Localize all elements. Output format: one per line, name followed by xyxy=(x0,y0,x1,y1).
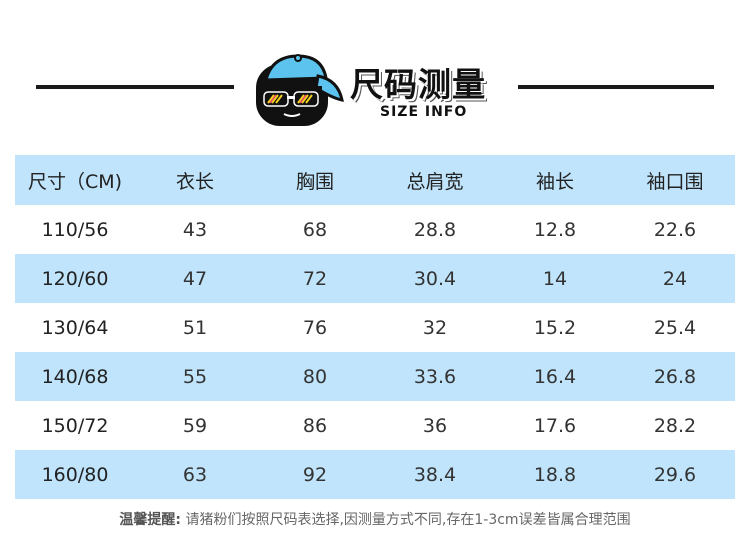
table-cell: 28.2 xyxy=(653,414,697,437)
table-cell: 36 xyxy=(422,414,448,437)
table-cell: 18.8 xyxy=(533,463,577,486)
table-cell: 24 xyxy=(662,267,688,290)
table-row: 150/72 59 86 36 17.6 28.2 xyxy=(15,401,735,450)
table-row: 130/64 51 76 32 15.2 25.4 xyxy=(15,303,735,352)
table-cell: 86 xyxy=(302,414,328,437)
page-subtitle: SIZE INFO xyxy=(380,104,468,120)
table-cell: 55 xyxy=(182,365,208,388)
table-cell: 26.8 xyxy=(653,365,697,388)
table-cell: 76 xyxy=(302,316,328,339)
right-divider-line xyxy=(518,85,714,89)
table-cell: 120/60 xyxy=(41,267,109,290)
table-cell: 51 xyxy=(182,316,208,339)
table-cell: 92 xyxy=(302,463,328,486)
table-cell: 130/64 xyxy=(41,316,109,339)
page-title: 尺码测量 xyxy=(350,65,486,104)
table-cell: 80 xyxy=(302,365,328,388)
table-cell: 47 xyxy=(182,267,208,290)
table-row: 110/56 43 68 28.8 12.8 22.6 xyxy=(15,205,735,254)
mascot-icon xyxy=(256,54,344,126)
size-info-header: 尺码测量 SIZE INFO xyxy=(0,0,750,150)
table-cell: 22.6 xyxy=(653,218,697,241)
table-cell: 16.4 xyxy=(533,365,577,388)
column-header-shoulder: 总肩宽 xyxy=(406,170,464,193)
table-row: 120/60 47 72 30.4 14 24 xyxy=(15,254,735,303)
table-cell: 160/80 xyxy=(41,463,109,486)
left-divider-line xyxy=(36,85,234,89)
table-cell: 72 xyxy=(302,267,328,290)
table-cell: 29.6 xyxy=(653,463,697,486)
table-cell: 33.6 xyxy=(413,365,457,388)
table-cell: 38.4 xyxy=(413,463,457,486)
table-cell: 63 xyxy=(182,463,208,486)
footnote: 温馨提醒: 请猪粉们按照尺码表选择,因测量方式不同,存在1-3cm误差皆属合理范… xyxy=(0,509,750,529)
column-header-chest: 胸围 xyxy=(295,170,334,193)
table-cell: 68 xyxy=(302,218,328,241)
table-cell: 30.4 xyxy=(413,267,457,290)
footnote-label: 温馨提醒: xyxy=(119,512,182,528)
table-row: 140/68 55 80 33.6 16.4 26.8 xyxy=(15,352,735,401)
table-cell: 110/56 xyxy=(41,218,109,241)
table-cell: 12.8 xyxy=(533,218,577,241)
table-cell: 15.2 xyxy=(533,316,577,339)
table-cell: 25.4 xyxy=(653,316,697,339)
table-cell: 59 xyxy=(182,414,208,437)
table-cell: 28.8 xyxy=(413,218,457,241)
column-header-size: 尺寸（CM) xyxy=(27,170,123,193)
column-header-length: 衣长 xyxy=(175,170,214,193)
size-table: 尺寸（CM) 衣长 胸围 总肩宽 袖长 袖口围 110/56 43 68 28.… xyxy=(15,155,735,499)
table-cell: 150/72 xyxy=(41,414,109,437)
table-row: 160/80 63 92 38.4 18.8 29.6 xyxy=(15,450,735,499)
footnote-text: 请猪粉们按照尺码表选择,因测量方式不同,存在1-3cm误差皆属合理范围 xyxy=(185,512,631,528)
table-cell: 140/68 xyxy=(41,365,109,388)
table-cell: 32 xyxy=(422,316,448,339)
column-header-sleeve-length: 袖长 xyxy=(535,170,574,193)
column-header-cuff: 袖口围 xyxy=(646,170,704,193)
table-cell: 14 xyxy=(542,267,568,290)
table-cell: 43 xyxy=(182,218,208,241)
table-cell: 17.6 xyxy=(533,414,577,437)
table-header-row: 尺寸（CM) 衣长 胸围 总肩宽 袖长 袖口围 xyxy=(15,155,735,205)
